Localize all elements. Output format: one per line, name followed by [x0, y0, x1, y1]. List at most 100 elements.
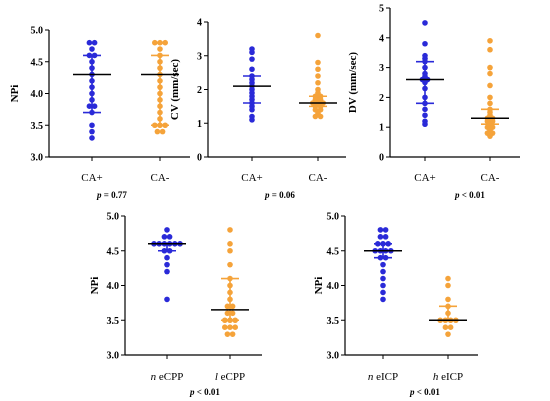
y-tick-label: 4	[197, 18, 202, 29]
x-category-label: CA+	[81, 172, 102, 184]
data-point	[162, 122, 168, 129]
data-point	[232, 324, 238, 331]
label-rest: < 0.01	[415, 387, 441, 397]
data-point	[227, 296, 233, 303]
data-point	[229, 310, 236, 317]
data-point	[315, 32, 321, 39]
data-point	[382, 227, 389, 233]
y-tick-label: 1	[197, 119, 202, 130]
italic-prefix: n	[151, 371, 157, 383]
data-point	[157, 103, 163, 109]
label-rest: < 0.01	[460, 190, 486, 200]
series-group-1	[233, 46, 271, 123]
x-category-label: CA+	[414, 172, 435, 184]
data-point	[91, 52, 98, 59]
data-point	[422, 85, 428, 92]
data-point	[375, 241, 381, 247]
data-point	[86, 103, 93, 109]
data-point	[422, 79, 428, 86]
p-value-label: p < 0.01	[454, 190, 485, 200]
series-group-1	[73, 39, 111, 141]
y-tick-label: 4.5	[327, 246, 340, 257]
data-point	[487, 70, 493, 77]
data-point	[157, 109, 163, 116]
label-rest: eCPP	[218, 371, 245, 383]
data-point	[377, 227, 384, 233]
italic-prefix: p	[409, 387, 415, 397]
data-point	[227, 324, 233, 331]
data-point	[382, 234, 389, 240]
series-group-1	[406, 20, 444, 128]
data-point	[227, 241, 233, 247]
y-axis-label: DV (mm/sec)	[347, 52, 359, 114]
data-point	[157, 84, 163, 90]
y-tick-label: 3.5	[327, 316, 340, 327]
data-point	[377, 234, 384, 240]
data-point	[161, 234, 168, 240]
data-point	[232, 317, 238, 324]
data-point	[154, 128, 161, 135]
data-point	[157, 65, 163, 71]
data-point	[382, 254, 389, 261]
x-category-label: CA-	[309, 172, 328, 184]
y-tick-label: 4.0	[327, 281, 340, 292]
data-point	[227, 247, 233, 254]
data-point	[227, 317, 233, 324]
label-rest: = 0.06	[270, 190, 296, 200]
data-point	[317, 113, 324, 120]
x-category-label: CA+	[241, 172, 262, 184]
y-tick-label: 1	[379, 123, 384, 134]
y-axis-label: NPi	[9, 85, 21, 103]
data-point	[442, 324, 449, 331]
y-tick-label: 5.0	[31, 26, 44, 37]
data-point	[315, 73, 321, 79]
data-point	[487, 82, 493, 89]
data-point	[487, 133, 493, 139]
y-tick-label: 3.0	[327, 351, 340, 362]
data-point	[86, 52, 93, 59]
data-point	[487, 100, 493, 107]
data-point	[157, 52, 163, 59]
data-point	[227, 289, 233, 296]
data-point	[227, 261, 233, 268]
y-tick-label: 4.0	[31, 89, 44, 100]
chart-panel-1: 3.0 3.5 4.0 4.5 5.0 NPi CA+ CA-p = 0.77	[9, 26, 190, 200]
x-category-label: n eICP	[368, 371, 398, 383]
data-point	[157, 116, 163, 122]
data-point	[380, 268, 386, 275]
data-point	[487, 64, 493, 71]
data-point	[89, 128, 95, 135]
data-point	[377, 254, 384, 261]
y-tick-label: 2	[379, 93, 384, 104]
y-tick-label: 0	[379, 153, 384, 164]
data-point	[422, 112, 428, 119]
data-point	[445, 282, 451, 289]
italic-prefix: p	[454, 190, 460, 200]
data-point	[227, 275, 233, 282]
data-point	[161, 247, 168, 254]
data-point	[422, 40, 428, 47]
series-group-1	[364, 227, 402, 303]
x-category-label: h eICP	[433, 371, 463, 383]
data-point	[227, 227, 233, 233]
data-point	[422, 121, 428, 128]
data-point	[222, 317, 228, 324]
data-point	[157, 78, 163, 84]
p-value-label: p = 0.06	[264, 190, 295, 200]
data-point	[315, 66, 321, 73]
data-point	[224, 303, 231, 310]
italic-prefix: l	[215, 371, 218, 383]
y-tick-label: 5	[379, 4, 384, 15]
x-category-label: n eCPP	[151, 371, 184, 383]
data-point	[445, 296, 451, 303]
data-point	[157, 39, 163, 46]
data-point	[89, 84, 95, 90]
data-point	[89, 97, 95, 103]
y-tick-label: 3.5	[107, 316, 120, 327]
data-point	[89, 78, 95, 84]
data-point	[166, 234, 173, 240]
data-point	[487, 94, 493, 101]
